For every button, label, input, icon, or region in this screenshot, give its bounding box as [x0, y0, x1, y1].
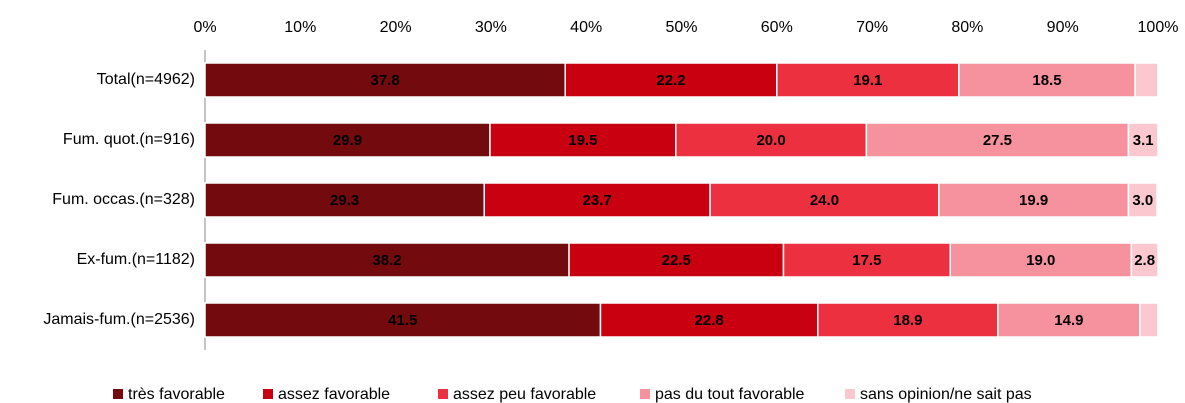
data-label: 14.9	[1054, 312, 1083, 329]
data-label: 2.8	[1134, 252, 1155, 269]
bar-segment	[204, 182, 485, 218]
legend-swatch	[113, 389, 123, 399]
data-label: 24.0	[810, 192, 839, 209]
data-label: 20.0	[756, 132, 785, 149]
bar-segment	[938, 182, 1130, 218]
y-tick-label: Total(n=4962)	[97, 71, 195, 88]
bar-segment	[997, 302, 1141, 338]
legend-label: très favorable	[128, 386, 225, 403]
bar-segment	[1134, 62, 1159, 98]
x-tick-label: 30%	[475, 19, 507, 36]
bar-segment	[564, 62, 778, 98]
x-tick-label: 20%	[380, 19, 412, 36]
legend-swatch	[263, 389, 273, 399]
legend-swatch	[438, 389, 448, 399]
y-tick-label: Jamais-fum.(n=2536)	[43, 311, 195, 328]
data-label: 29.9	[333, 132, 362, 149]
data-label: 3.0	[1132, 192, 1153, 209]
bar-segment	[204, 302, 602, 338]
data-label: 18.9	[893, 312, 922, 329]
x-tick-label: 10%	[284, 19, 316, 36]
bar-segment	[949, 242, 1133, 278]
legend-label: sans opinion/ne sait pas	[860, 386, 1032, 403]
x-tick-label: 80%	[951, 19, 983, 36]
legend-label: assez favorable	[278, 386, 390, 403]
legend-label: pas du tout favorable	[655, 386, 805, 403]
y-tick-label: Ex-fum.(n=1182)	[77, 251, 195, 268]
data-label: 22.5	[662, 252, 691, 269]
data-label: 19.0	[1026, 252, 1055, 269]
data-label: 17.5	[852, 252, 881, 269]
data-label: 19.5	[568, 132, 597, 149]
y-tick-label: Fum. occas.(n=328)	[52, 191, 195, 208]
bar-segment	[204, 242, 570, 278]
data-label: 3.1	[1133, 132, 1154, 149]
data-label: 19.1	[853, 72, 882, 89]
bar-segment	[599, 302, 819, 338]
x-tick-label: 40%	[570, 19, 602, 36]
data-label: 18.5	[1032, 72, 1061, 89]
data-label: 29.3	[330, 192, 359, 209]
bar-segment	[782, 242, 951, 278]
data-label: 37.8	[371, 72, 400, 89]
data-label: 27.5	[983, 132, 1012, 149]
data-label: 23.7	[583, 192, 612, 209]
x-tick-label: 100%	[1138, 19, 1179, 36]
legend-swatch	[845, 389, 855, 399]
x-tick-label: 90%	[1047, 19, 1079, 36]
bar-segment	[1130, 242, 1159, 278]
bar-segment	[776, 62, 960, 98]
bar-segment	[1139, 302, 1159, 338]
legend-swatch	[640, 389, 650, 399]
data-label: 22.2	[656, 72, 685, 89]
data-label: 41.5	[388, 312, 417, 329]
x-tick-label: 70%	[856, 19, 888, 36]
data-label: 22.8	[695, 312, 724, 329]
x-tick-label: 50%	[665, 19, 697, 36]
x-tick-label: 0%	[193, 19, 216, 36]
x-tick-label: 60%	[761, 19, 793, 36]
bar-segment	[483, 182, 711, 218]
data-label: 19.9	[1019, 192, 1048, 209]
data-label: 38.2	[372, 252, 401, 269]
y-tick-label: Fum. quot.(n=916)	[63, 131, 195, 148]
legend-label: assez peu favorable	[453, 386, 596, 403]
bar-segment	[568, 242, 785, 278]
bar-segment	[1127, 182, 1158, 218]
bar-segment	[1127, 122, 1159, 158]
